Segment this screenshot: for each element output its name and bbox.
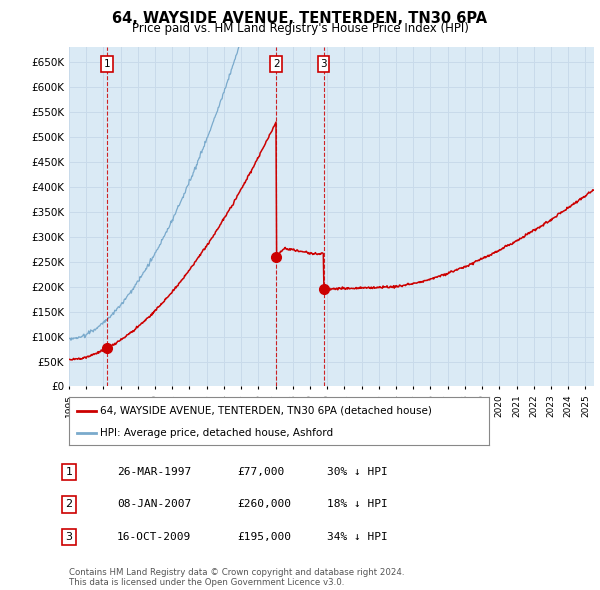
Text: 2: 2 xyxy=(65,500,73,509)
Text: £195,000: £195,000 xyxy=(237,532,291,542)
Text: 2: 2 xyxy=(273,59,280,69)
Text: 30% ↓ HPI: 30% ↓ HPI xyxy=(327,467,388,477)
Text: Contains HM Land Registry data © Crown copyright and database right 2024.
This d: Contains HM Land Registry data © Crown c… xyxy=(69,568,404,587)
Text: 3: 3 xyxy=(65,532,73,542)
Text: HPI: Average price, detached house, Ashford: HPI: Average price, detached house, Ashf… xyxy=(101,428,334,438)
Text: 26-MAR-1997: 26-MAR-1997 xyxy=(117,467,191,477)
Text: Price paid vs. HM Land Registry's House Price Index (HPI): Price paid vs. HM Land Registry's House … xyxy=(131,22,469,35)
Text: 64, WAYSIDE AVENUE, TENTERDEN, TN30 6PA (detached house): 64, WAYSIDE AVENUE, TENTERDEN, TN30 6PA … xyxy=(101,405,433,415)
Text: 08-JAN-2007: 08-JAN-2007 xyxy=(117,500,191,509)
Text: £260,000: £260,000 xyxy=(237,500,291,509)
Text: 3: 3 xyxy=(320,59,327,69)
Text: 1: 1 xyxy=(65,467,73,477)
Text: 34% ↓ HPI: 34% ↓ HPI xyxy=(327,532,388,542)
Text: £77,000: £77,000 xyxy=(237,467,284,477)
Text: 64, WAYSIDE AVENUE, TENTERDEN, TN30 6PA: 64, WAYSIDE AVENUE, TENTERDEN, TN30 6PA xyxy=(112,11,488,25)
Text: 18% ↓ HPI: 18% ↓ HPI xyxy=(327,500,388,509)
Text: 16-OCT-2009: 16-OCT-2009 xyxy=(117,532,191,542)
Text: 1: 1 xyxy=(104,59,110,69)
